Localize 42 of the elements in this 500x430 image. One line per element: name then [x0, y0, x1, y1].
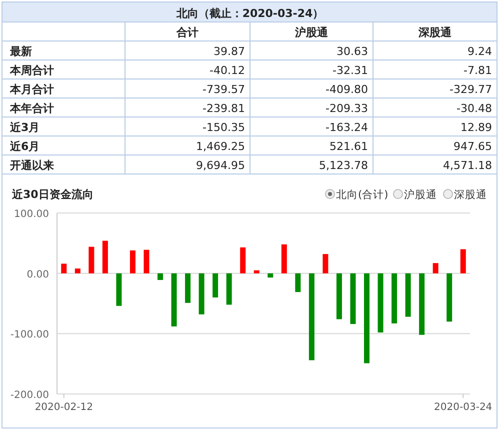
x-tick-label: 2020-02-12 [34, 402, 93, 413]
text: -329.77 [450, 83, 492, 96]
category-label: 深股通 [418, 26, 452, 39]
category-label: 近3月 [10, 121, 40, 134]
x-tick-label: 2020-03-24 [434, 402, 492, 413]
text: 1,469.25 [196, 140, 245, 153]
category-label: 合计 [176, 26, 198, 39]
category-label: 开通以来 [10, 159, 54, 172]
category-label: 近6月 [10, 140, 40, 153]
text: -7.81 [464, 64, 492, 77]
text: -30.48 [456, 102, 492, 115]
text: -409.80 [326, 83, 368, 96]
text: 39.87 [214, 45, 245, 58]
category-label: 本月合计 [10, 83, 54, 96]
category-label: 本年合计 [10, 102, 54, 115]
text: 北向(合计) [336, 188, 388, 201]
y-tick-label: 0.00 [26, 269, 49, 280]
category-label: 沪股通 [294, 26, 329, 39]
text: -209.33 [326, 102, 368, 115]
text: 4,571.18 [443, 159, 492, 172]
text: 北向（截止：2020-03-24） [175, 7, 324, 20]
text: -239.81 [202, 102, 245, 115]
text: 30.63 [336, 45, 368, 58]
y-tick-label: 100.00 [14, 209, 49, 220]
y-tick-label: -200.00 [10, 390, 49, 401]
text: -32.31 [332, 64, 368, 77]
category-label: 最新 [10, 45, 32, 58]
text: 521.61 [330, 140, 368, 153]
text: -150.35 [202, 121, 245, 134]
text: 9.24 [468, 45, 492, 58]
text: 9,694.95 [196, 159, 245, 172]
text: -40.12 [210, 64, 245, 77]
category-label: 本周合计 [10, 64, 54, 77]
text: -163.24 [326, 121, 368, 134]
text: 沪股通 [404, 188, 437, 201]
text: 深股通 [454, 188, 487, 201]
y-tick-label: -100.00 [10, 330, 49, 341]
chart-title: 近30日资金流向 [11, 188, 94, 201]
text: 12.89 [460, 121, 492, 134]
text: -739.57 [202, 83, 245, 96]
text: 947.65 [454, 140, 492, 153]
text: 5,123.78 [319, 159, 368, 172]
